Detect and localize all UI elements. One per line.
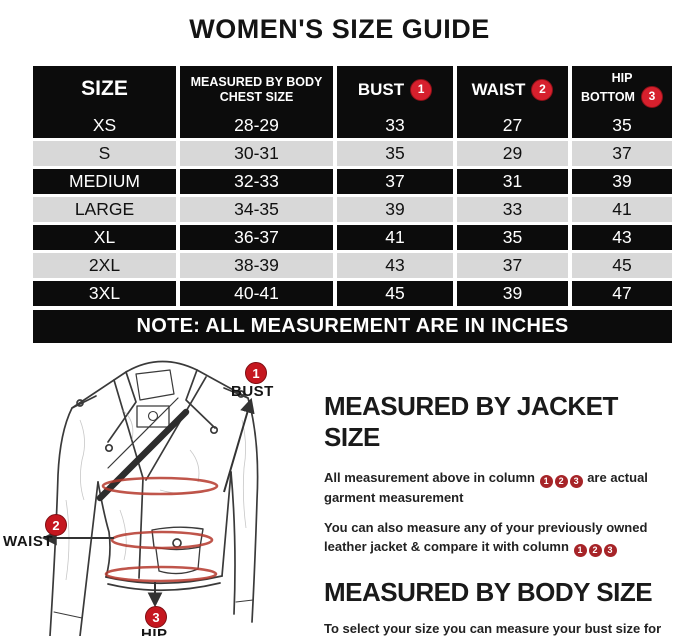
bust-cell: 37 <box>337 169 453 194</box>
mini-badge-3: 3 <box>569 475 583 488</box>
waist-cell: 29 <box>457 141 568 166</box>
header-waist-label: WAIST <box>471 79 526 99</box>
chest-cell: 28-29 <box>180 113 333 138</box>
table-header-row: SIZE MEASURED BY BODY CHEST SIZE BUST 1 … <box>33 66 672 113</box>
size-cell: LARGE <box>33 197 176 222</box>
bust-cell: 35 <box>337 141 453 166</box>
bust-number-badge: 1 <box>410 78 433 101</box>
table-row-xs: XS 28-29 33 27 35 <box>33 113 672 138</box>
hip-number-badge: 3 <box>640 85 663 108</box>
table-row-s: S 30-31 35 29 37 <box>33 141 672 166</box>
size-cell: MEDIUM <box>33 169 176 194</box>
header-chest-line1: MEASURED BY BODY <box>190 75 323 90</box>
waist-cell: 33 <box>457 197 568 222</box>
mini-badge-1: 1 <box>573 544 587 557</box>
page-title: WOMEN'S SIZE GUIDE <box>189 14 490 44</box>
bust-badge: 1 <box>245 362 267 384</box>
hip-label: HIP <box>141 626 168 636</box>
hip-badge: 3 <box>145 606 167 628</box>
bust-cell: 33 <box>337 113 453 138</box>
chest-cell: 32-33 <box>180 169 333 194</box>
measurement-instructions: MEASURED BY JACKET SIZE All measurement … <box>324 391 676 636</box>
jacket-sketch <box>41 360 259 636</box>
bust-arrow <box>223 397 255 493</box>
header-bust: BUST 1 <box>337 66 453 113</box>
waist-label: WAIST <box>3 533 53 550</box>
hip-cell: 35 <box>572 113 672 138</box>
chest-cell: 34-35 <box>180 197 333 222</box>
waist-cell: 31 <box>457 169 568 194</box>
size-cell: 2XL <box>33 253 176 278</box>
bust-cell: 43 <box>337 253 453 278</box>
header-chest: MEASURED BY BODY CHEST SIZE <box>180 66 333 113</box>
waist-cell: 27 <box>457 113 568 138</box>
table-row-xl: XL 36-37 41 35 43 <box>33 225 672 250</box>
table-row-medium: MEDIUM 32-33 37 31 39 <box>33 169 672 194</box>
mini-badge-3: 3 <box>603 544 617 557</box>
size-cell: XS <box>33 113 176 138</box>
body-size-heading: MEASURED BY BODY SIZE <box>324 577 653 607</box>
chest-cell: 38-39 <box>180 253 333 278</box>
header-chest-line2: CHEST SIZE <box>219 89 294 104</box>
bust-label: BUST <box>231 383 274 400</box>
header-hip-line1: HIP <box>611 71 633 86</box>
hip-cell: 39 <box>572 169 672 194</box>
chest-cell: 40-41 <box>180 281 333 306</box>
hip-cell: 43 <box>572 225 672 250</box>
header-size: SIZE <box>33 66 176 113</box>
size-cell: XL <box>33 225 176 250</box>
body-size-paragraph: To select your size you can measure your… <box>324 621 662 636</box>
size-cell: S <box>33 141 176 166</box>
size-cell: 3XL <box>33 281 176 306</box>
hip-cell: 47 <box>572 281 672 306</box>
bust-cell: 41 <box>337 225 453 250</box>
jacket-size-paragraph-2: You can also measure any of your previou… <box>324 520 648 557</box>
table-row-2xl: 2XL 38-39 43 37 45 <box>33 253 672 278</box>
table-row-3xl: 3XL 40-41 45 39 47 <box>33 281 672 306</box>
waist-badge: 2 <box>45 514 67 536</box>
mini-badge-2: 2 <box>588 544 602 557</box>
table-row-large: LARGE 34-35 39 33 41 <box>33 197 672 222</box>
note-banner: NOTE: ALL MEASUREMENT ARE IN INCHES <box>33 310 672 343</box>
jacket-size-heading: MEASURED BY JACKET SIZE <box>324 391 618 452</box>
header-hip: HIP BOTTOM 3 <box>572 66 672 113</box>
mini-badge-1: 1 <box>539 475 553 488</box>
size-table: SIZE MEASURED BY BODY CHEST SIZE BUST 1 … <box>33 66 672 343</box>
hip-cell: 41 <box>572 197 672 222</box>
bust-cell: 39 <box>337 197 453 222</box>
header-bust-label: BUST <box>357 79 405 99</box>
waist-cell: 39 <box>457 281 568 306</box>
header-hip-line2: BOTTOM <box>581 89 635 104</box>
waist-cell: 35 <box>457 225 568 250</box>
hip-cell: 45 <box>572 253 672 278</box>
mini-badge-2: 2 <box>554 475 568 488</box>
header-waist: WAIST 2 <box>457 66 568 113</box>
bust-cell: 45 <box>337 281 453 306</box>
waist-cell: 37 <box>457 253 568 278</box>
chest-cell: 36-37 <box>180 225 333 250</box>
chest-cell: 30-31 <box>180 141 333 166</box>
hip-cell: 37 <box>572 141 672 166</box>
waist-number-badge: 2 <box>531 78 554 101</box>
